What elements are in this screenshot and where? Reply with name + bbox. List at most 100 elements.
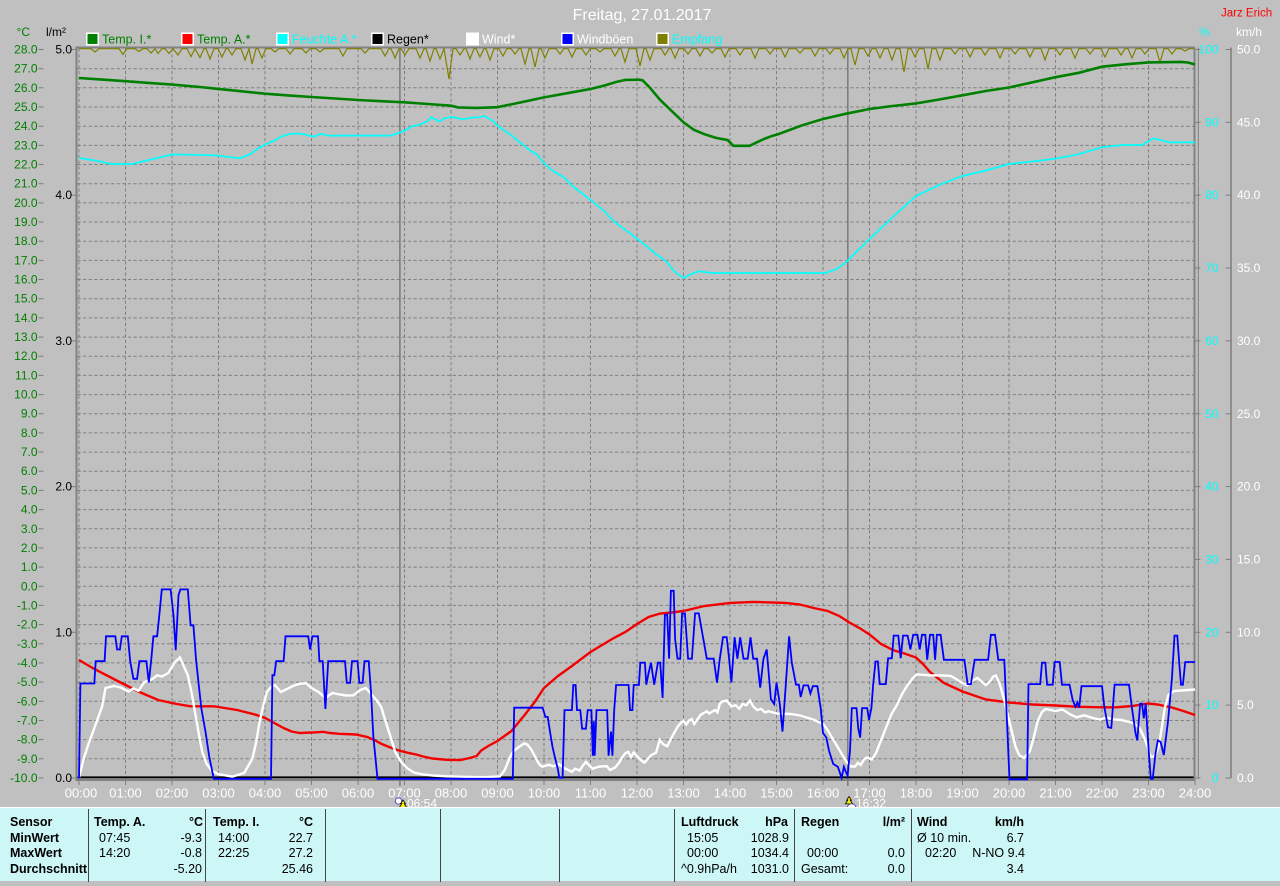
svg-text:1.0: 1.0 <box>55 625 72 639</box>
svg-text:45.0: 45.0 <box>1237 115 1261 129</box>
svg-text:Jarz Erich: Jarz Erich <box>1221 8 1272 20</box>
svg-text:%: % <box>1199 25 1210 39</box>
svg-text:13.0: 13.0 <box>14 330 38 344</box>
svg-text:11:00: 11:00 <box>575 786 607 801</box>
svg-text:20.0: 20.0 <box>14 196 38 210</box>
svg-text:Freitag, 27.01.2017: Freitag, 27.01.2017 <box>573 7 712 24</box>
svg-text:7.0: 7.0 <box>21 445 38 459</box>
svg-text:2.0: 2.0 <box>21 541 38 555</box>
svg-text:30.0: 30.0 <box>1237 334 1261 348</box>
svg-text:01:00: 01:00 <box>109 786 142 801</box>
svg-text:-6.0: -6.0 <box>17 694 38 708</box>
svg-text:4.0: 4.0 <box>21 503 38 517</box>
svg-text:-8.0: -8.0 <box>17 733 38 747</box>
svg-text:Feuchte A.*: Feuchte A.* <box>292 33 357 47</box>
svg-text:Regen*: Regen* <box>387 33 429 47</box>
svg-text:-1.0: -1.0 <box>17 598 38 612</box>
svg-text:90: 90 <box>1205 115 1219 129</box>
svg-text:1.0: 1.0 <box>21 560 38 574</box>
svg-text:100: 100 <box>1198 43 1218 57</box>
svg-text:20.0: 20.0 <box>1237 480 1261 494</box>
svg-text:18:00: 18:00 <box>900 786 933 801</box>
svg-text:3.0: 3.0 <box>21 522 38 536</box>
svg-text:15.0: 15.0 <box>14 292 38 306</box>
svg-text:27.0: 27.0 <box>14 62 38 76</box>
svg-text:l/m²: l/m² <box>46 25 66 39</box>
svg-text:-3.0: -3.0 <box>17 637 38 651</box>
svg-text:km/h: km/h <box>1236 25 1262 39</box>
svg-text:50: 50 <box>1205 407 1219 421</box>
svg-text:00:00: 00:00 <box>65 786 98 801</box>
svg-text:22.0: 22.0 <box>14 158 38 172</box>
svg-text:18.0: 18.0 <box>14 234 38 248</box>
svg-text:-7.0: -7.0 <box>17 714 38 728</box>
svg-text:14.0: 14.0 <box>14 311 38 325</box>
svg-text:-2.0: -2.0 <box>17 618 38 632</box>
svg-text:24:00: 24:00 <box>1179 786 1212 801</box>
svg-text:16:00: 16:00 <box>807 786 840 801</box>
svg-text:26.0: 26.0 <box>14 81 38 95</box>
svg-text:23.0: 23.0 <box>14 138 38 152</box>
svg-text:6.0: 6.0 <box>21 464 38 478</box>
svg-text:23:00: 23:00 <box>1132 786 1165 801</box>
svg-text:°C: °C <box>17 25 31 39</box>
svg-text:-4.0: -4.0 <box>17 656 38 670</box>
svg-text:05:00: 05:00 <box>295 786 328 801</box>
svg-text:Temp. I.*: Temp. I.* <box>102 33 151 47</box>
svg-text:10.0: 10.0 <box>14 388 38 402</box>
svg-text:0: 0 <box>1212 771 1219 785</box>
svg-text:9.0: 9.0 <box>21 407 38 421</box>
svg-text:06:00: 06:00 <box>342 786 375 801</box>
svg-text:0.0: 0.0 <box>21 579 38 593</box>
svg-text:08:00: 08:00 <box>435 786 468 801</box>
svg-text:-9.0: -9.0 <box>17 752 38 766</box>
svg-text:25.0: 25.0 <box>1237 407 1261 421</box>
svg-text:17:00: 17:00 <box>853 786 886 801</box>
svg-text:25.0: 25.0 <box>14 100 38 114</box>
svg-text:28.0: 28.0 <box>14 43 38 57</box>
svg-text:12:00: 12:00 <box>621 786 654 801</box>
svg-text:0.0: 0.0 <box>55 771 72 785</box>
svg-text:40: 40 <box>1205 480 1219 494</box>
svg-text:-10.0: -10.0 <box>10 771 38 785</box>
svg-text:20: 20 <box>1205 625 1219 639</box>
svg-text:24.0: 24.0 <box>14 119 38 133</box>
svg-text:30: 30 <box>1205 552 1219 566</box>
svg-text:15.0: 15.0 <box>1237 552 1261 566</box>
svg-text:10:00: 10:00 <box>528 786 561 801</box>
svg-text:19:00: 19:00 <box>946 786 979 801</box>
svg-text:35.0: 35.0 <box>1237 261 1261 275</box>
svg-text:5.0: 5.0 <box>1237 698 1254 712</box>
svg-text:5.0: 5.0 <box>55 43 72 57</box>
svg-text:02:00: 02:00 <box>156 786 189 801</box>
svg-text:21:00: 21:00 <box>1039 786 1072 801</box>
svg-text:10.0: 10.0 <box>1237 625 1261 639</box>
svg-text:Windböen: Windböen <box>577 33 633 47</box>
svg-text:14:00: 14:00 <box>714 786 747 801</box>
svg-text:16.0: 16.0 <box>14 273 38 287</box>
svg-text:4.0: 4.0 <box>55 188 72 202</box>
svg-text:2.0: 2.0 <box>55 480 72 494</box>
svg-text:Temp. A.*: Temp. A.* <box>197 33 251 47</box>
svg-text:09:00: 09:00 <box>481 786 514 801</box>
svg-text:-5.0: -5.0 <box>17 675 38 689</box>
svg-text:10: 10 <box>1205 698 1219 712</box>
svg-text:04:00: 04:00 <box>249 786 282 801</box>
svg-text:12.0: 12.0 <box>14 349 38 363</box>
svg-text:80: 80 <box>1205 188 1219 202</box>
svg-text:0.0: 0.0 <box>1237 771 1254 785</box>
svg-text:40.0: 40.0 <box>1237 188 1261 202</box>
svg-text:03:00: 03:00 <box>202 786 235 801</box>
svg-text:11.0: 11.0 <box>15 368 38 382</box>
svg-text:8.0: 8.0 <box>21 426 38 440</box>
svg-text:17.0: 17.0 <box>14 253 38 267</box>
svg-text:15:00: 15:00 <box>760 786 793 801</box>
svg-text:22:00: 22:00 <box>1086 786 1119 801</box>
svg-text:70: 70 <box>1205 261 1219 275</box>
svg-text:21.0: 21.0 <box>14 177 38 191</box>
svg-text:20:00: 20:00 <box>993 786 1026 801</box>
svg-text:5.0: 5.0 <box>21 483 38 497</box>
svg-text:Empfang: Empfang <box>672 33 722 47</box>
svg-text:Wind*: Wind* <box>482 33 515 47</box>
svg-text:50.0: 50.0 <box>1237 43 1261 57</box>
